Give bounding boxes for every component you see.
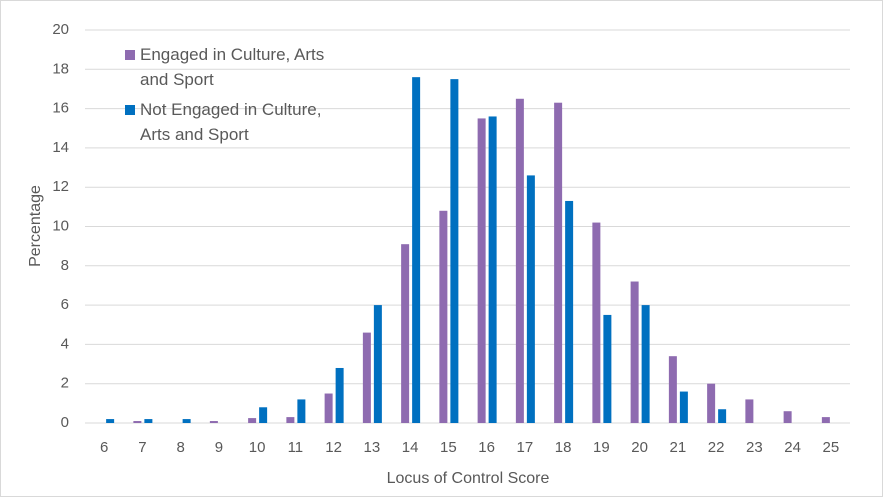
bar	[335, 367, 344, 423]
bar	[641, 305, 650, 423]
bar	[630, 281, 639, 423]
x-axis-label: Locus of Control Score	[387, 470, 550, 487]
bar	[401, 244, 410, 423]
y-tick-label: 20	[52, 21, 69, 38]
y-tick-label: 14	[52, 139, 69, 156]
bar	[783, 411, 792, 423]
x-tick-label: 17	[517, 439, 534, 456]
bar	[450, 79, 459, 423]
x-tick-label: 22	[708, 439, 725, 456]
bar	[144, 419, 153, 423]
x-tick-label: 6	[100, 439, 108, 456]
bar	[718, 409, 727, 423]
bar	[592, 222, 601, 423]
y-tick-label: 16	[52, 100, 69, 117]
bar	[603, 314, 612, 423]
legend-swatch	[125, 105, 135, 115]
x-tick-label: 19	[593, 439, 610, 456]
x-tick-label: 11	[288, 439, 304, 456]
x-tick-label: 20	[631, 439, 648, 456]
bar	[297, 399, 306, 423]
x-tick-label: 8	[176, 439, 184, 456]
x-tick-label: 13	[364, 439, 381, 456]
bar	[679, 391, 688, 423]
y-tick-label: 10	[52, 217, 69, 234]
x-tick-label: 18	[555, 439, 572, 456]
x-tick-label: 21	[670, 439, 687, 456]
bar	[477, 118, 486, 424]
legend-label: Engaged in Culture, Arts and Sport	[140, 45, 325, 89]
bar	[106, 419, 115, 423]
bar	[565, 200, 574, 423]
bar	[668, 356, 677, 423]
bar	[526, 175, 535, 423]
y-axis-label: Percentage	[27, 185, 44, 267]
x-tick-label: 14	[402, 439, 419, 456]
bar	[373, 305, 382, 423]
y-tick-label: 2	[61, 375, 69, 392]
bar	[209, 421, 218, 423]
x-tick-label: 25	[823, 439, 840, 456]
bar	[248, 418, 257, 423]
bar	[286, 417, 295, 423]
bar	[259, 407, 268, 423]
bar	[324, 393, 333, 423]
y-tick-label: 18	[52, 60, 69, 77]
x-tick-label: 15	[440, 439, 457, 456]
bar	[821, 417, 830, 423]
bar	[707, 383, 716, 423]
y-tick-label: 8	[61, 257, 69, 274]
legend-label: Not Engaged in Culture, Arts and Sport	[140, 100, 322, 144]
y-tick-label: 4	[61, 335, 69, 352]
bar	[745, 399, 754, 423]
x-tick-label: 7	[138, 439, 146, 456]
legend-item: Engaged in Culture, Arts and Sport	[140, 45, 325, 89]
x-tick-label: 9	[215, 439, 223, 456]
bar	[488, 116, 497, 424]
bar	[439, 210, 448, 423]
bar	[182, 419, 191, 423]
y-tick-label: 12	[52, 178, 69, 195]
x-tick-label: 23	[746, 439, 763, 456]
bar	[412, 77, 421, 423]
legend-item: Not Engaged in Culture, Arts and Sport	[140, 100, 322, 144]
bar	[515, 98, 524, 424]
x-tick-label: 10	[249, 439, 266, 456]
bar	[554, 102, 563, 423]
y-tick-label: 6	[61, 296, 69, 313]
bar	[133, 421, 142, 423]
x-tick-label: 16	[478, 439, 495, 456]
x-tick-label: 12	[325, 439, 342, 456]
y-tick-label: 0	[61, 414, 69, 431]
bar	[362, 332, 371, 423]
legend-swatch	[125, 50, 135, 60]
x-tick-label: 24	[784, 439, 801, 456]
